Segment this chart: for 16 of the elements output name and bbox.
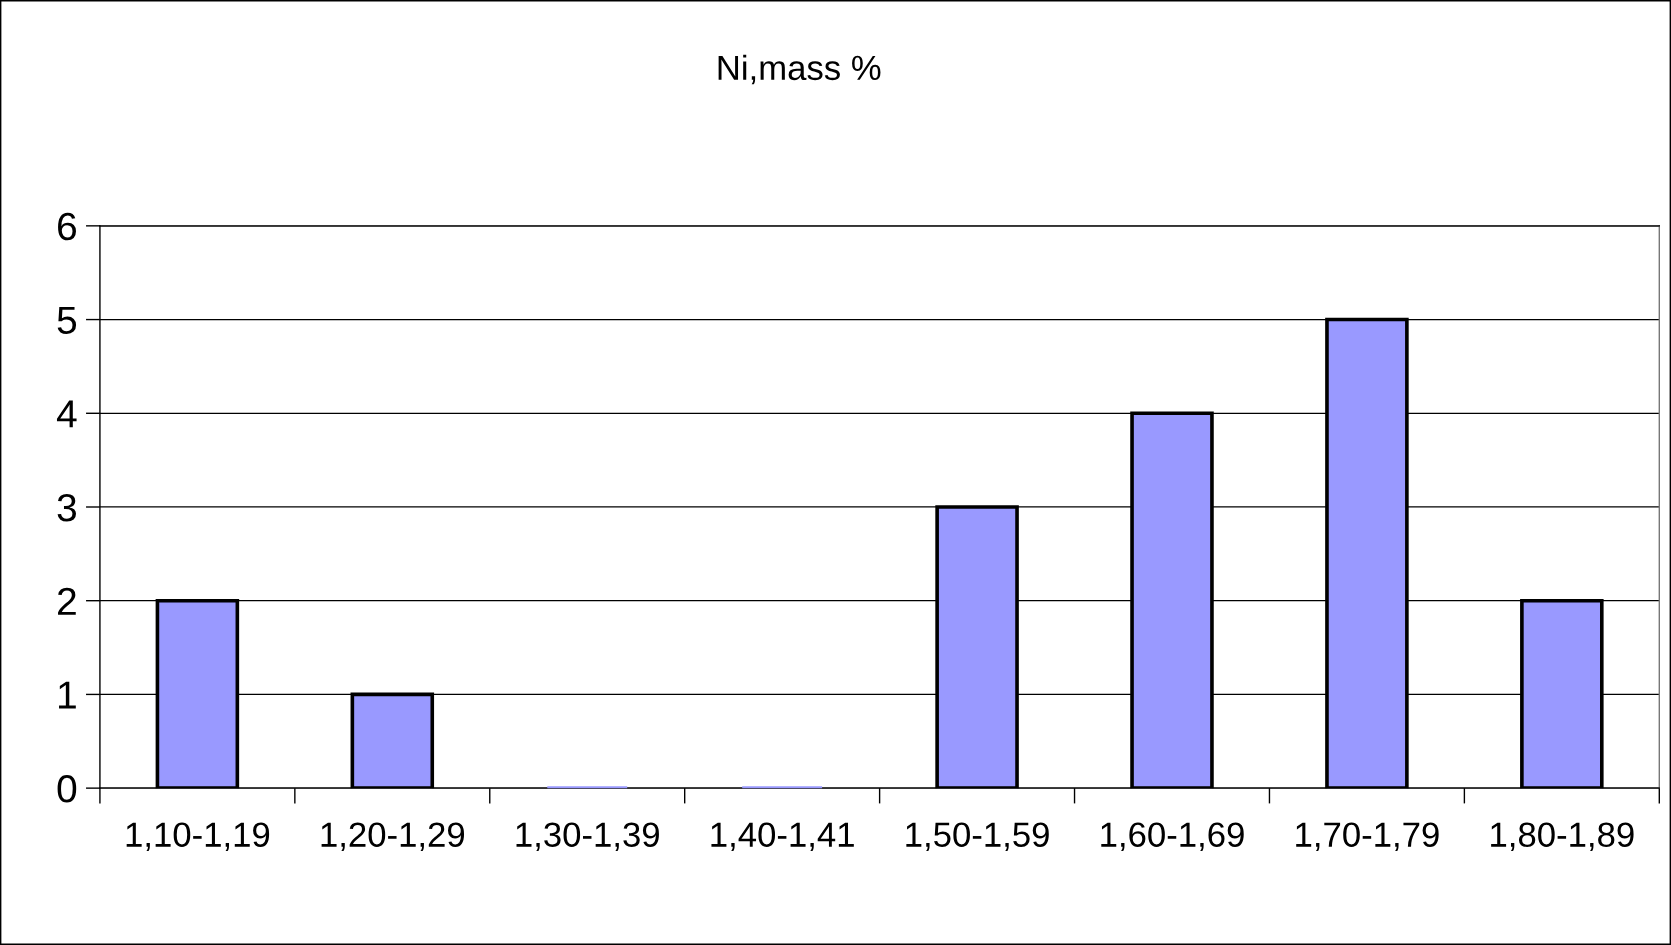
y-tick-label: 5 [57, 306, 77, 335]
y-tick-label: 4 [56, 400, 77, 428]
x-tick-label: 1,20-1,29 [321, 822, 465, 852]
chart-title: Ni,mass % [718, 54, 881, 85]
y-tick-label: 6 [58, 212, 76, 241]
x-tick-label: 1,10-1,19 [126, 822, 270, 852]
y-tick-label: 1 [59, 681, 76, 709]
y-tick-label: 0 [57, 775, 77, 803]
x-tick-label: 1,40-1,41 [711, 822, 854, 852]
x-tick-label: 1,30-1,39 [516, 822, 659, 852]
y-tick-label: 3 [57, 493, 76, 522]
x-tick-label: 1,70-1,79 [1296, 822, 1439, 852]
x-tick-label: 1,60-1,69 [1101, 822, 1244, 852]
x-tick-label: 1,50-1,59 [906, 822, 1049, 852]
x-tick-label: 1,80-1,89 [1491, 822, 1634, 852]
y-tick-label: 2 [58, 587, 76, 615]
